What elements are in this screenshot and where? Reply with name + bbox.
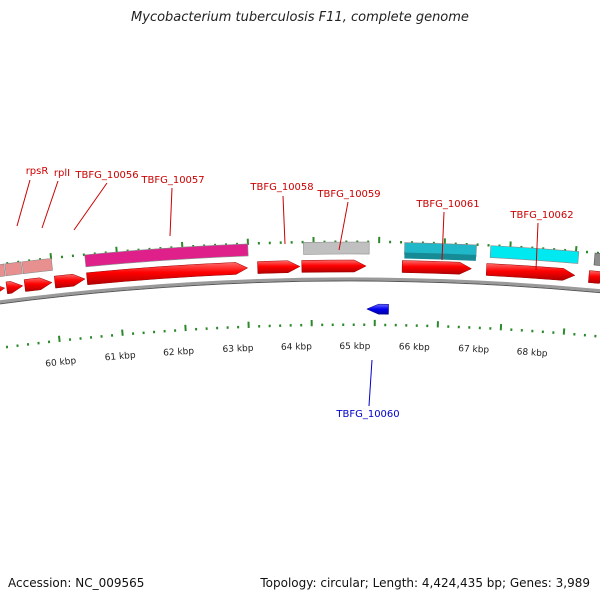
cds-arrow[interactable] xyxy=(5,281,24,295)
kbp-label: 60 kbp xyxy=(45,356,77,369)
kbp-label: 61 kbp xyxy=(104,351,136,364)
gene-box[interactable] xyxy=(4,261,23,277)
cds-arrow[interactable] xyxy=(485,263,576,281)
kbp-label: 63 kbp xyxy=(222,344,254,355)
gene-label-leader xyxy=(169,187,173,237)
gene-label: TBFG_10062 xyxy=(509,210,573,221)
gene-label-leader xyxy=(338,201,349,251)
gene-arrow-tbfg-10060[interactable] xyxy=(366,303,389,315)
gene-label-leader xyxy=(535,222,539,271)
gene-label-leader xyxy=(16,179,31,227)
gene-label: TBFG_10057 xyxy=(140,175,204,186)
gene-label-leader xyxy=(368,359,373,407)
gene-box[interactable] xyxy=(21,258,53,275)
cds-arrow[interactable] xyxy=(0,284,6,296)
genome-stats-label: Topology: circular; Length: 4,424,435 bp… xyxy=(260,576,590,590)
backbone-line xyxy=(0,277,600,304)
kbp-label: 67 kbp xyxy=(458,344,490,355)
gene-box[interactable] xyxy=(593,252,600,267)
gene-label: rpsR xyxy=(26,166,49,177)
kbp-label: 64 kbp xyxy=(281,342,312,353)
cds-arrow[interactable] xyxy=(588,270,600,284)
gene-label-leader xyxy=(73,182,108,231)
gene-label: TBFG_10059 xyxy=(316,189,380,200)
cds-arrow[interactable] xyxy=(401,260,472,275)
gene-label: TBFG_10061 xyxy=(415,199,479,210)
gene-label: TBFG_10056 xyxy=(74,170,138,181)
kbp-label: 66 kbp xyxy=(399,342,430,353)
gene-box-shade xyxy=(404,252,477,261)
cds-arrow[interactable] xyxy=(257,260,301,274)
gene-label: TBFG_10060 xyxy=(335,409,399,420)
accession-label: Accession: NC_009565 xyxy=(8,576,145,590)
kbp-label: 68 kbp xyxy=(516,347,548,359)
cds-arrow[interactable] xyxy=(23,277,53,292)
cds-arrow[interactable] xyxy=(86,262,249,286)
gene-label: TBFG_10058 xyxy=(249,182,313,193)
gene-label-leader xyxy=(41,180,59,229)
inner-tick xyxy=(562,328,566,335)
kbp-label: 62 kbp xyxy=(163,347,195,359)
backbone-edge xyxy=(0,280,600,305)
gene-label: rplI xyxy=(54,168,70,179)
gene-box[interactable] xyxy=(489,245,580,264)
gene-box[interactable] xyxy=(0,263,6,278)
inner-tick xyxy=(57,335,61,343)
gene-label-leader xyxy=(282,195,286,245)
gene-box[interactable] xyxy=(303,241,370,255)
cds-arrow[interactable] xyxy=(53,273,86,289)
kbp-label: 65 kbp xyxy=(339,342,370,352)
gene-box[interactable] xyxy=(84,243,249,268)
map-title: Mycobacterium tuberculosis F11, complete… xyxy=(131,10,469,25)
cds-arrow[interactable] xyxy=(301,259,367,273)
inner-tick xyxy=(121,329,124,336)
gene-label-leader xyxy=(441,211,445,261)
